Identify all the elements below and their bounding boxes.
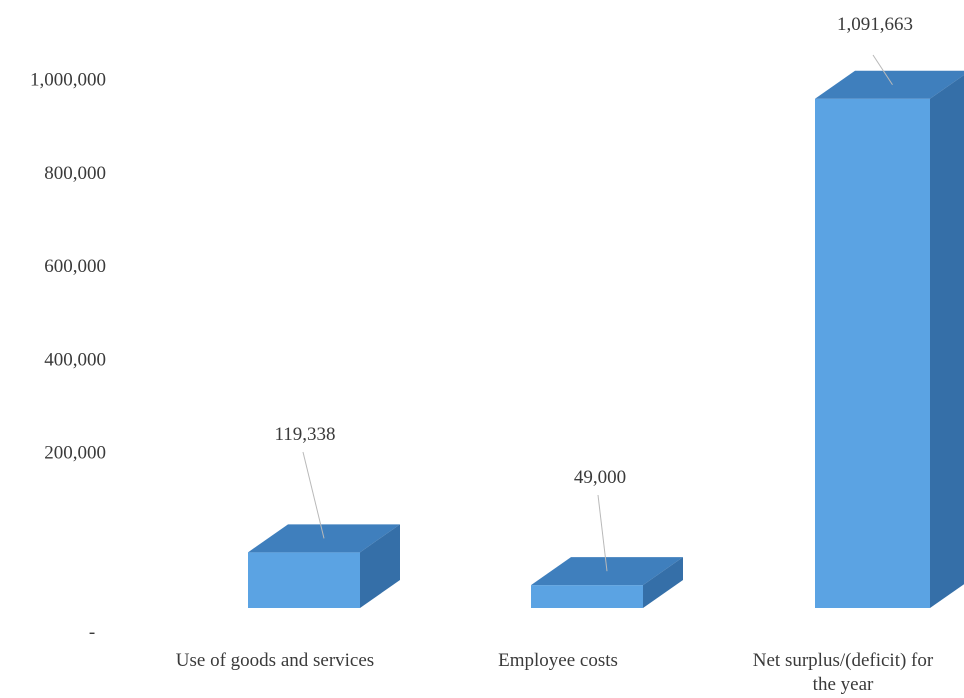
category-label: the year [813, 674, 874, 695]
y-tick-label: 200,000 [44, 443, 106, 464]
data-label-leader [872, 54, 893, 86]
y-tick-label: 400,000 [44, 349, 106, 370]
bar-side [360, 524, 400, 608]
data-label: 119,338 [274, 424, 335, 445]
bar-front [531, 585, 643, 608]
bar-side [643, 557, 683, 608]
category-label: Employee costs [498, 650, 618, 671]
bar-front [248, 552, 360, 608]
category-label: Net surplus/(deficit) for [753, 650, 934, 671]
y-tick-label: 1,000,000 [30, 70, 106, 91]
y-tick-label: 800,000 [44, 163, 106, 184]
category-label: Use of goods and services [176, 650, 374, 671]
data-label: 49,000 [574, 467, 626, 488]
data-label-leader [597, 494, 608, 572]
bar-side [930, 74, 964, 608]
data-label: 1,091,663 [837, 14, 913, 35]
y-tick-label: 600,000 [44, 256, 106, 277]
data-label-leader [302, 451, 325, 539]
y-tick-label: - [89, 622, 95, 643]
bar-front [815, 98, 930, 609]
bar-top [815, 70, 964, 99]
